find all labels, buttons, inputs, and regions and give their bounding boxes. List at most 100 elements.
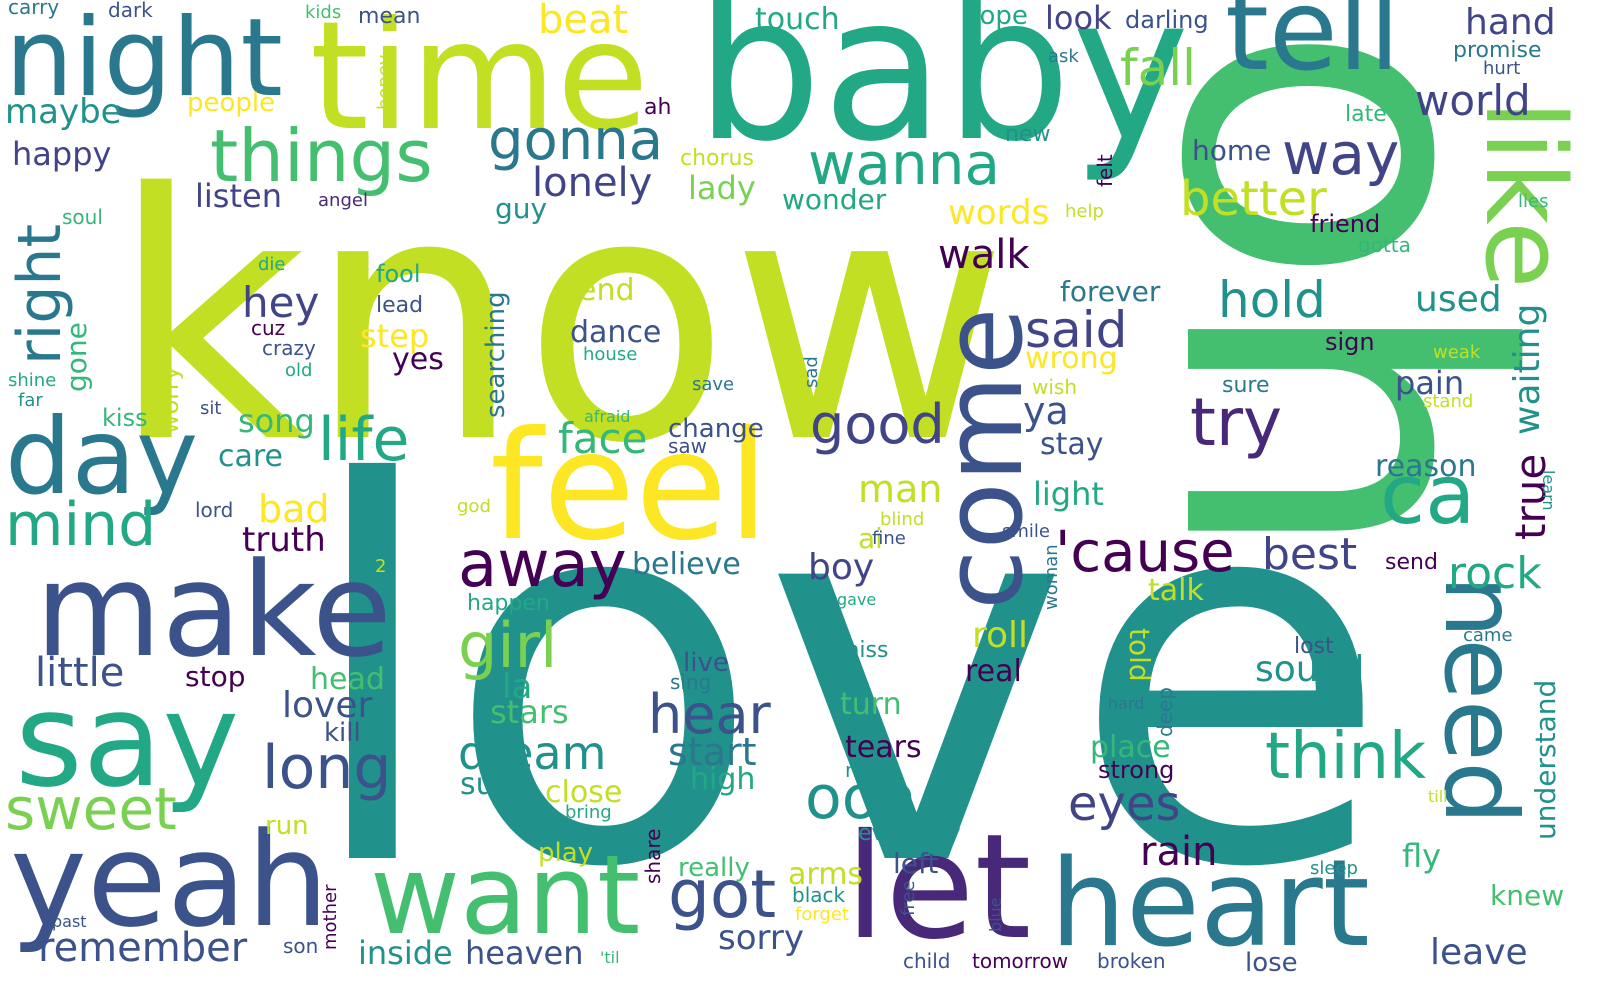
word-live: live (683, 648, 729, 678)
word-god: god (457, 496, 491, 517)
word-away: away (458, 528, 627, 602)
word-sing: sing (670, 670, 712, 694)
word-knew: knew (1490, 879, 1565, 912)
word-listen: listen (195, 177, 282, 215)
word-happen: happen (467, 591, 550, 616)
word-little: little (35, 650, 125, 696)
word-share: share (641, 828, 665, 884)
word-yes: yes (392, 342, 444, 377)
word-start: start (668, 730, 757, 774)
word-help: help (1065, 201, 1104, 222)
word-kill: kill (324, 718, 361, 748)
word-heart: heart (1050, 835, 1370, 974)
word-told: told (1123, 628, 1156, 682)
word-far: far (18, 390, 43, 411)
word-day: day (5, 396, 199, 518)
word-bring: bring (565, 802, 612, 823)
word-waiting: waiting (1507, 303, 1548, 435)
word-free: free (898, 880, 919, 917)
word-night: night (5, 0, 283, 121)
word-got: got (668, 856, 777, 933)
word-heaven: heaven (465, 934, 584, 972)
word-stop: stop (185, 660, 246, 693)
word-lady: lady (688, 169, 756, 207)
word-weak: weak (1433, 342, 1481, 363)
word-say: say (15, 664, 240, 816)
word-stay: stay (1040, 427, 1104, 462)
word-sweet: sweet (5, 775, 177, 843)
word-mind: mind (5, 490, 157, 560)
word-shine: shine (8, 370, 57, 391)
word-blind: blind (880, 509, 925, 530)
word-best: best (1262, 529, 1358, 580)
word-sure: sure (1222, 373, 1270, 398)
word-rain: rain (1140, 829, 1218, 875)
word-love: love (300, 375, 1391, 981)
word-mother: mother (320, 884, 341, 951)
word-new: new (1005, 122, 1051, 147)
word-boy: boy (808, 547, 875, 588)
word-eyes: eyes (1068, 776, 1181, 832)
word-ca: ca (1380, 448, 1476, 543)
word-good: good (810, 393, 945, 456)
word-send: send (1385, 550, 1438, 575)
word-fly: fly (1402, 837, 1442, 875)
word-carry: carry (8, 0, 60, 19)
word-dark: dark (108, 0, 153, 22)
word-tell: tell (1225, 0, 1401, 96)
word-better: better (1180, 171, 1327, 227)
word-late: late (1345, 102, 1387, 127)
word-run: run (265, 811, 309, 841)
word-used: used (1415, 279, 1502, 320)
word-gave: gave (837, 590, 877, 609)
word-pain: pain (1395, 364, 1465, 402)
word-til: 'til (600, 948, 620, 967)
word-la: la (502, 667, 533, 707)
word-roll: roll (972, 615, 1029, 656)
word-place: place (1090, 730, 1171, 765)
word-sad: sad (801, 356, 822, 388)
word-save: save (692, 374, 735, 395)
word-arms: arms (788, 857, 864, 892)
word-deep: deep (1153, 687, 1177, 737)
word-black: black (792, 883, 846, 907)
word-ask: ask (1048, 46, 1079, 67)
word-forever: forever (1060, 275, 1161, 308)
word-cuz: cuz (251, 316, 286, 340)
word-hear: hear (648, 683, 771, 746)
word-friend: friend (1310, 210, 1381, 238)
word-wanna: wanna (808, 130, 1001, 198)
word-talk: talk (1148, 573, 1204, 608)
word-sign: sign (1325, 328, 1375, 356)
word-crazy: crazy (262, 336, 316, 360)
word-song: song (238, 402, 315, 440)
word-believe: believe (632, 547, 741, 582)
word-fall: fall (1120, 39, 1197, 97)
word-miss: miss (838, 638, 889, 663)
word-lost: lost (1294, 634, 1334, 659)
word-woman: woman (1041, 544, 1062, 610)
word-sun: sun (460, 767, 514, 802)
word-people: people (187, 88, 276, 118)
word-dance: dance (570, 315, 662, 350)
word-remember: remember (38, 925, 248, 971)
word-know: know (110, 122, 1009, 518)
word-lover: lover (282, 685, 373, 726)
word-words: words (948, 193, 1050, 233)
word-life: life (318, 405, 410, 475)
word-hope: hope (963, 1, 1028, 31)
word-afraid: afraid (584, 407, 631, 426)
word-girl: girl (458, 609, 558, 682)
word-kids: kids (305, 2, 342, 23)
word-ooh: ooh (805, 763, 917, 833)
word-let: let (845, 803, 1032, 972)
word-gotta: gotta (1358, 233, 1411, 257)
word-time: time (310, 0, 649, 164)
word-angel: angel (318, 190, 368, 211)
word-cause: 'cause (1055, 520, 1235, 585)
word-try: try (1190, 384, 1283, 461)
word-hand: hand (1465, 2, 1556, 43)
word-fine: fine (872, 528, 906, 549)
word-look: look (1045, 0, 1112, 37)
